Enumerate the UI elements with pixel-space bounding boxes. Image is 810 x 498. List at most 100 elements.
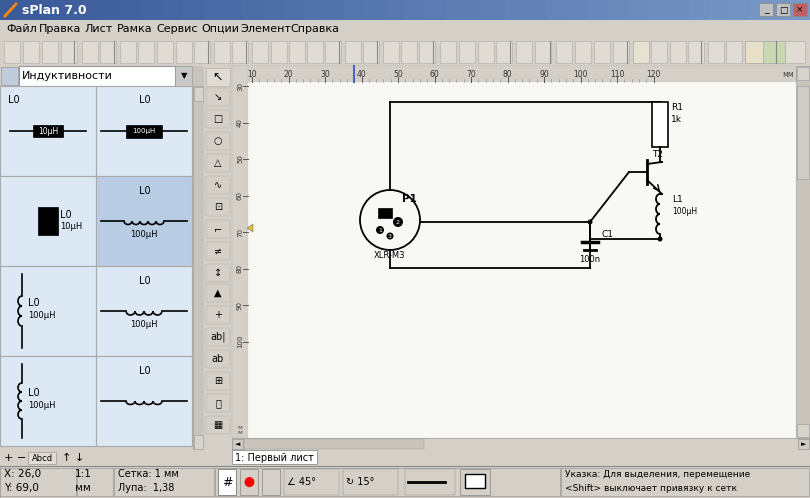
Bar: [496, 41, 512, 63]
Text: Правка: Правка: [39, 24, 82, 34]
Bar: [100, 41, 116, 63]
Text: ↻ 15°: ↻ 15°: [346, 477, 374, 487]
Text: 70: 70: [466, 70, 476, 79]
Text: 50: 50: [237, 154, 243, 163]
Bar: [206, 132, 230, 150]
Text: Сервис: Сервис: [156, 24, 198, 34]
Bar: [0, 450, 810, 466]
Bar: [38, 207, 58, 235]
Text: 60: 60: [237, 191, 243, 200]
Bar: [284, 469, 339, 495]
Text: м
м: м м: [237, 425, 242, 435]
Text: 10µH: 10µH: [60, 222, 83, 231]
Bar: [162, 0, 183, 20]
Bar: [708, 41, 724, 63]
Text: 50: 50: [393, 70, 403, 79]
Text: P1: P1: [402, 194, 417, 204]
Bar: [232, 438, 810, 450]
Bar: [284, 0, 305, 20]
Bar: [96, 176, 192, 266]
Bar: [0, 468, 76, 496]
Bar: [709, 0, 730, 20]
Text: 1: 1: [378, 228, 382, 233]
Text: Y: 69,0: Y: 69,0: [4, 483, 39, 493]
Bar: [28, 452, 56, 464]
Text: Сетка: 1 мм: Сетка: 1 мм: [118, 469, 179, 479]
Bar: [783, 41, 805, 63]
Bar: [206, 284, 230, 302]
Text: 60: 60: [429, 70, 439, 79]
Bar: [215, 468, 560, 496]
Bar: [401, 41, 417, 63]
Bar: [345, 41, 361, 63]
Text: ○: ○: [214, 136, 222, 146]
Text: мм: мм: [75, 483, 91, 493]
Bar: [0, 176, 96, 266]
Text: L0: L0: [60, 210, 71, 220]
Text: L0: L0: [139, 276, 151, 286]
Text: 100µH: 100µH: [130, 320, 158, 329]
Bar: [232, 450, 317, 464]
Text: △: △: [215, 158, 222, 168]
Bar: [271, 41, 287, 63]
Bar: [759, 3, 773, 16]
Text: ⌐: ⌐: [214, 224, 222, 234]
Text: Индуктивности: Индуктивности: [22, 71, 113, 81]
Bar: [363, 41, 379, 63]
Text: ab: ab: [212, 354, 224, 364]
Bar: [194, 435, 203, 449]
Bar: [478, 41, 494, 63]
Bar: [0, 0, 21, 20]
Bar: [204, 66, 232, 450]
Text: ≠: ≠: [214, 246, 222, 256]
Bar: [206, 350, 230, 368]
Bar: [20, 0, 41, 20]
Bar: [466, 0, 487, 20]
Text: Элемент: Элемент: [240, 24, 291, 34]
Bar: [61, 41, 77, 63]
Bar: [633, 41, 649, 63]
Bar: [82, 41, 98, 63]
Circle shape: [587, 220, 592, 225]
Text: XLR-M3: XLR-M3: [374, 251, 406, 260]
Bar: [101, 0, 122, 20]
Bar: [182, 0, 203, 20]
Text: 30: 30: [237, 82, 243, 91]
Text: 20: 20: [284, 70, 293, 79]
Bar: [232, 439, 243, 449]
Text: ▲: ▲: [215, 288, 222, 298]
Bar: [23, 41, 39, 63]
Bar: [96, 266, 192, 356]
Text: ◄: ◄: [235, 441, 241, 447]
Bar: [42, 41, 58, 63]
Bar: [232, 66, 796, 82]
Bar: [526, 0, 548, 20]
Bar: [77, 468, 113, 496]
Bar: [194, 87, 203, 101]
Bar: [206, 394, 230, 412]
Bar: [668, 0, 689, 20]
Polygon shape: [247, 224, 253, 232]
Bar: [516, 41, 532, 63]
Text: 90: 90: [237, 300, 243, 309]
Bar: [575, 41, 591, 63]
Text: 100n: 100n: [579, 255, 600, 264]
Bar: [567, 0, 588, 20]
Text: L0: L0: [28, 388, 40, 398]
Bar: [206, 306, 230, 324]
Bar: [726, 41, 742, 63]
Text: L0: L0: [139, 366, 151, 376]
Circle shape: [393, 217, 403, 227]
Bar: [425, 0, 446, 20]
Text: ∠ 45°: ∠ 45°: [287, 477, 316, 487]
Bar: [776, 3, 790, 16]
Bar: [465, 474, 485, 488]
Bar: [797, 67, 809, 80]
Text: ▼: ▼: [181, 72, 187, 81]
Bar: [688, 41, 704, 63]
Bar: [218, 469, 236, 495]
Bar: [745, 41, 767, 63]
Bar: [763, 41, 785, 63]
Bar: [613, 41, 629, 63]
Bar: [96, 356, 192, 446]
